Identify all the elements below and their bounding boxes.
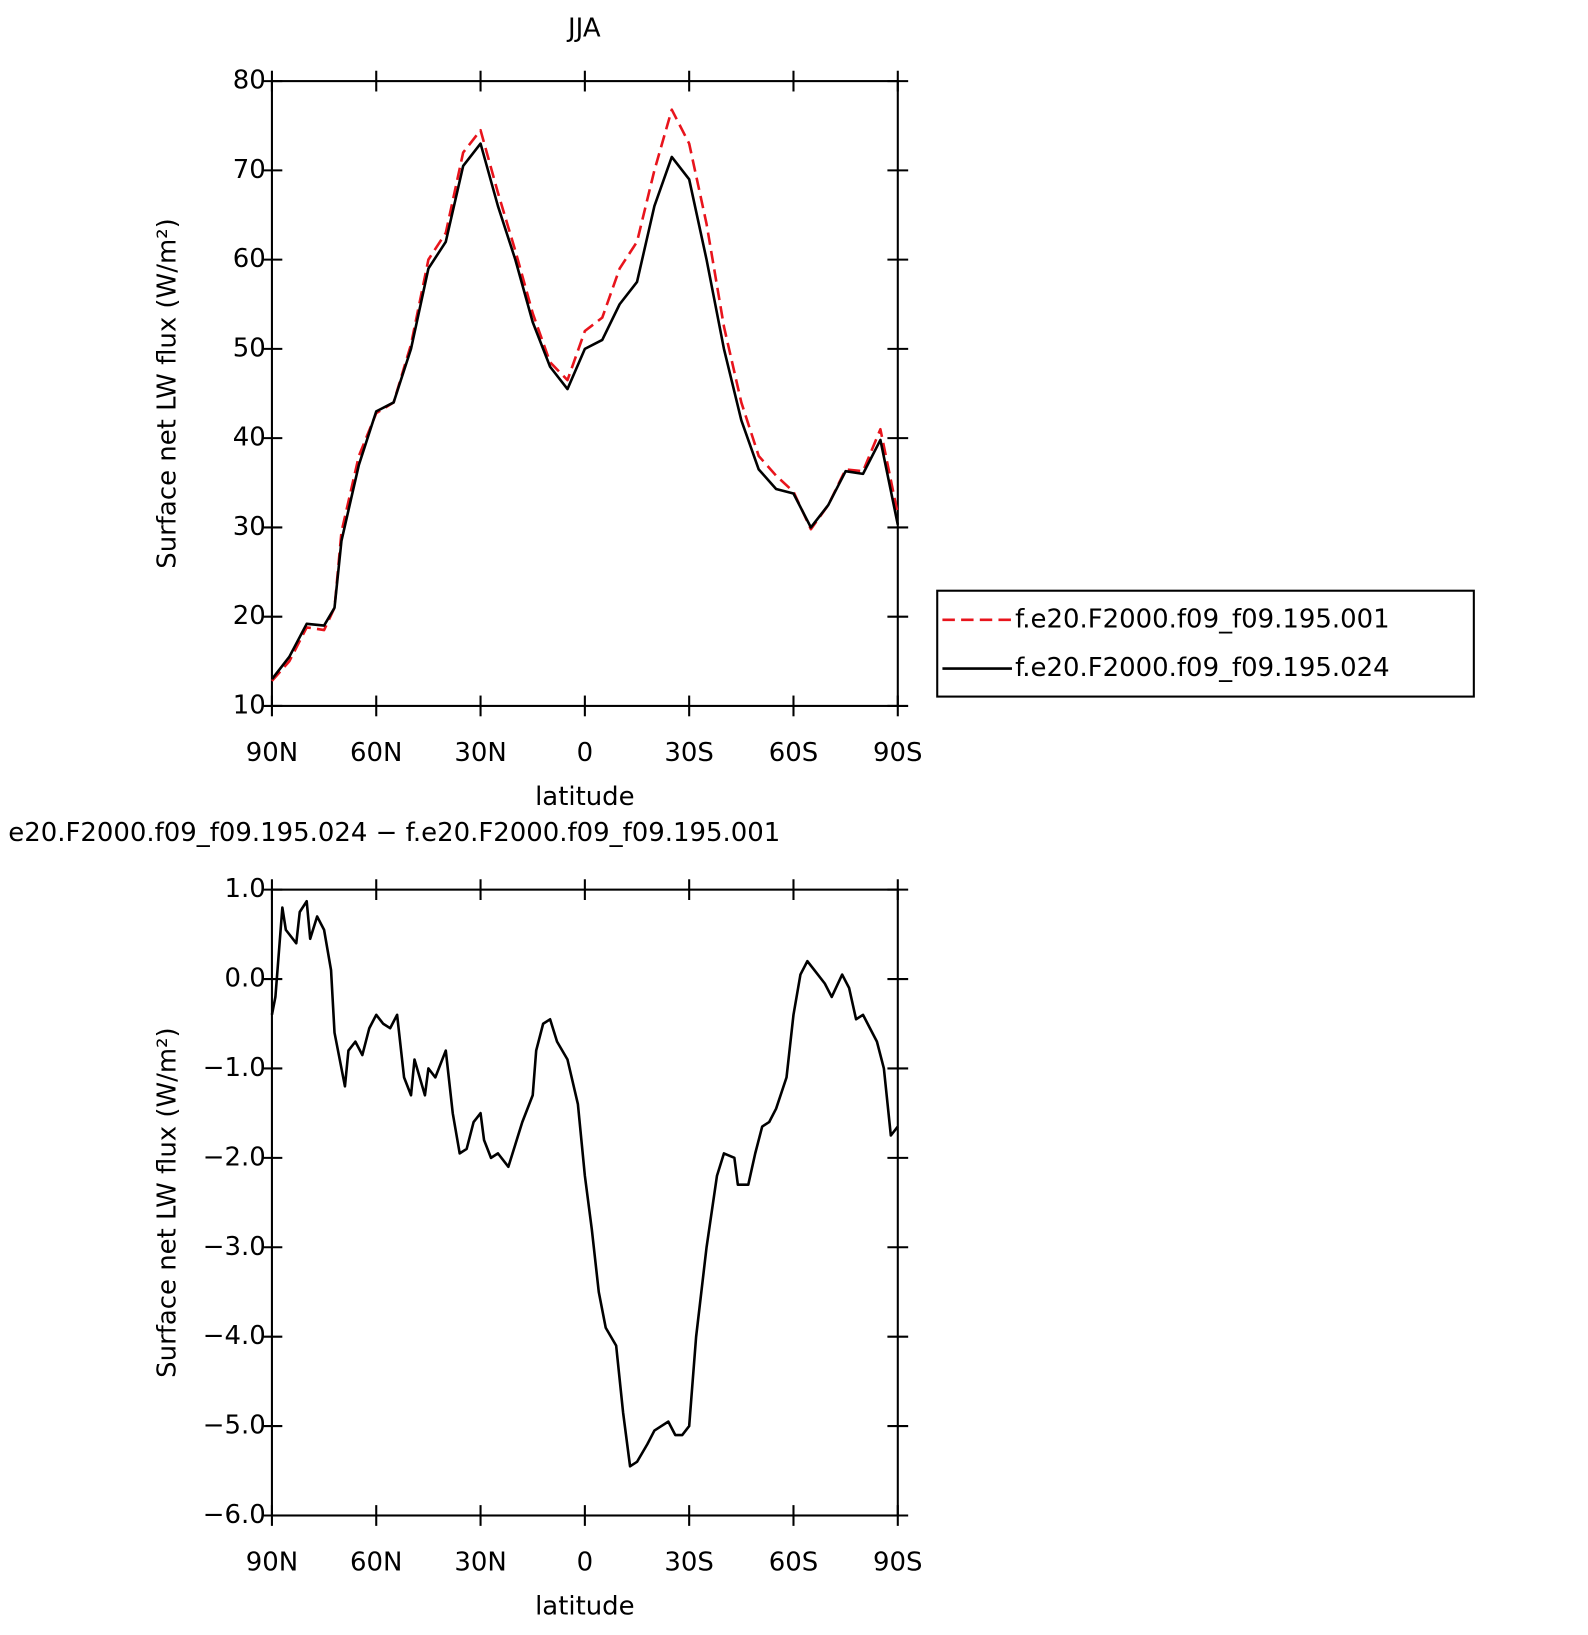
y-tick-label: 0.0 [224,964,265,994]
data-line [270,108,900,682]
x-tick-label: 60N [350,1548,402,1578]
y-tick-label: −4.0 [203,1321,266,1351]
y-tick-label: 50 [233,333,266,363]
y-tick-label: 30 [233,512,266,542]
plot-frame [270,888,899,1517]
y-tick-label: 60 [233,244,266,274]
data-line [270,142,900,680]
x-axis-label: latitude [535,1591,635,1621]
x-tick-label: 30N [454,1548,506,1578]
x-tick-label: 90S [873,738,922,768]
y-axis-label: Surface net LW flux (W/m²) [153,1027,183,1377]
y-axis-label: Surface net LW flux (W/m²) [153,218,183,569]
x-tick-label: 60S [769,1548,818,1578]
x-tick-label: 90N [246,1548,298,1578]
x-tick-label: 0 [577,1548,594,1578]
x-tick-label: 30S [664,1548,713,1578]
y-tick-label: −6.0 [203,1500,266,1530]
chart-title: e20.F2000.f09_f09.195.024 − f.e20.F2000.… [8,818,780,848]
y-tick-label: 10 [233,690,266,720]
y-tick-label: −5.0 [203,1411,266,1441]
x-tick-label: 30N [454,738,506,768]
x-tick-label: 90N [246,738,298,768]
x-tick-label: 30S [664,738,713,768]
y-tick-label: −2.0 [203,1142,266,1172]
legend-label: f.e20.F2000.f09_f09.195.024 [1015,653,1390,683]
x-tick-label: 60S [769,738,818,768]
y-tick-label: −1.0 [203,1053,266,1083]
y-tick-label: 1.0 [224,874,265,904]
x-tick-label: 60N [350,738,402,768]
y-tick-label: 70 [233,155,266,185]
legend-box [936,589,1475,698]
y-tick-label: 20 [233,601,266,631]
x-tick-label: 90S [873,1548,922,1578]
y-tick-label: −3.0 [203,1232,266,1262]
legend-label: f.e20.F2000.f09_f09.195.001 [1015,604,1390,634]
x-axis-label: latitude [535,782,635,812]
chart-title: JJA [566,14,601,44]
x-tick-label: 0 [577,738,594,768]
plot-frame [270,80,899,707]
y-tick-label: 80 [233,66,266,96]
y-tick-label: 40 [233,423,266,453]
data-line [270,899,899,1468]
